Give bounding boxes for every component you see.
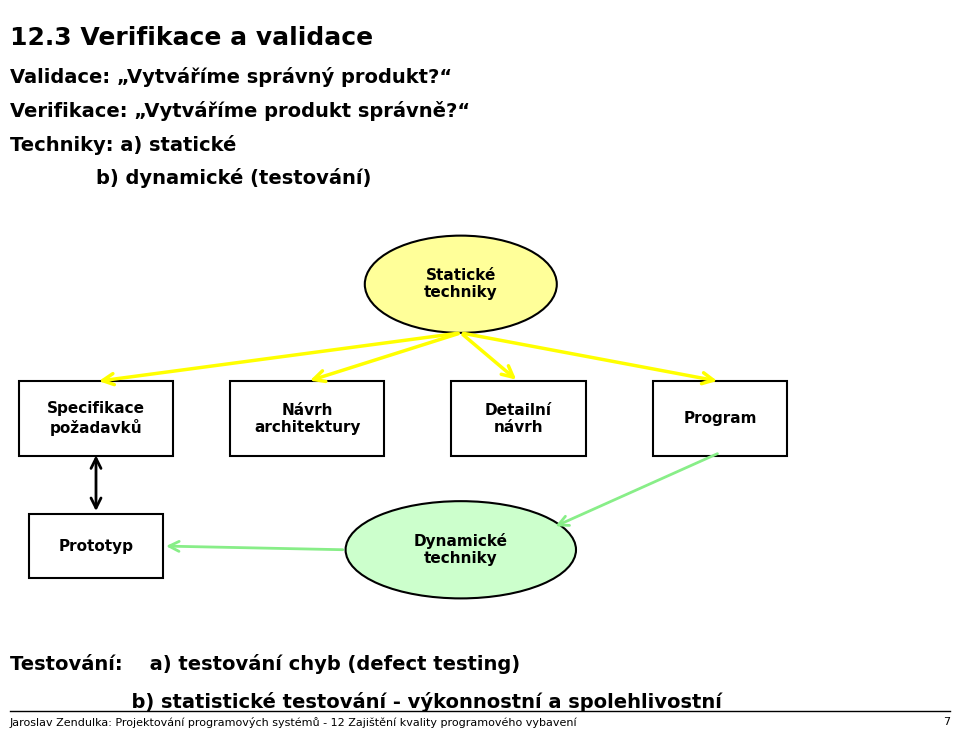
- Text: Dynamické
techniky: Dynamické techniky: [414, 533, 508, 566]
- FancyBboxPatch shape: [451, 381, 586, 456]
- FancyBboxPatch shape: [29, 515, 163, 577]
- FancyBboxPatch shape: [19, 381, 173, 456]
- Ellipse shape: [365, 236, 557, 333]
- Text: Detailní
návrh: Detailní návrh: [485, 402, 552, 435]
- Text: b) dynamické (testování): b) dynamické (testování): [96, 168, 372, 188]
- Text: Specifikace
požadavků: Specifikace požadavků: [47, 402, 145, 436]
- Text: Program: Program: [684, 411, 756, 426]
- Text: 12.3 Verifikace a validace: 12.3 Verifikace a validace: [10, 26, 372, 50]
- Text: Testování:    a) testování chyb (defect testing): Testování: a) testování chyb (defect tes…: [10, 654, 519, 675]
- Text: b) statistické testování - výkonnostní a spolehlivostní: b) statistické testování - výkonnostní a…: [10, 692, 722, 712]
- Text: Návrh
architektury: Návrh architektury: [254, 402, 360, 435]
- FancyBboxPatch shape: [230, 381, 384, 456]
- Text: 7: 7: [944, 717, 950, 726]
- Text: Prototyp: Prototyp: [59, 539, 133, 554]
- Text: Validace: „Vytváříme správný produkt?“: Validace: „Vytváříme správný produkt?“: [10, 67, 452, 88]
- Ellipse shape: [346, 501, 576, 598]
- Text: Techniky: a) statické: Techniky: a) statické: [10, 135, 236, 155]
- FancyBboxPatch shape: [653, 381, 787, 456]
- Text: Verifikace: „Vytváříme produkt správně?“: Verifikace: „Vytváříme produkt správně?“: [10, 101, 469, 121]
- Text: Statické
techniky: Statické techniky: [424, 268, 497, 301]
- Text: Jaroslav Zendulka: Projektování programových systémů - 12 Zajištění kvality prog: Jaroslav Zendulka: Projektování programo…: [10, 717, 577, 728]
